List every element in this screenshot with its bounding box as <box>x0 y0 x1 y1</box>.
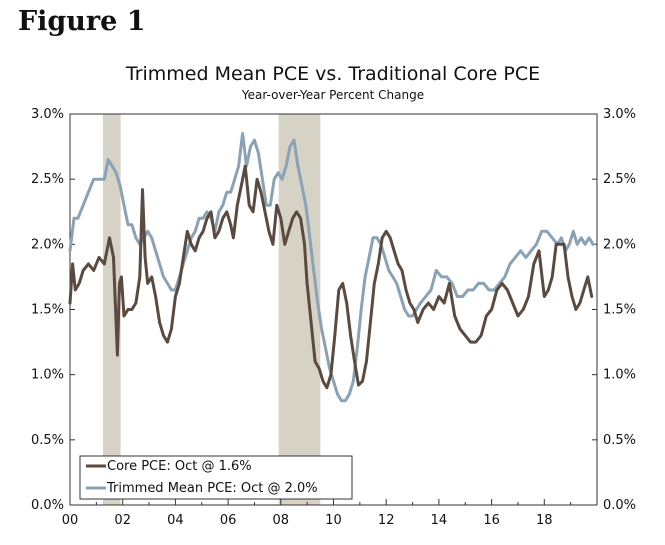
y-tick-label-right: 0.5% <box>603 433 636 448</box>
trimmed-mean-pce-line <box>68 132 595 403</box>
series-lines <box>68 132 595 403</box>
x-tick-label: 08 <box>273 513 290 528</box>
legend-label-core: Core PCE: Oct @ 1.6% <box>107 459 252 474</box>
chart-title: Trimmed Mean PCE vs. Traditional Core PC… <box>125 63 540 85</box>
x-tick-label: 12 <box>378 513 395 528</box>
x-tick-label: 14 <box>431 513 448 528</box>
y-tick-label-right: 3.0% <box>603 107 636 122</box>
plot-frame <box>69 113 598 506</box>
legend: Core PCE: Oct @ 1.6% Trimmed Mean PCE: O… <box>79 455 353 500</box>
figure-label: Figure 1 <box>18 6 146 37</box>
y-tick-label-right: 2.0% <box>603 237 636 252</box>
y-tick-label-right: 1.5% <box>603 303 636 318</box>
recession-band-0 <box>102 114 121 505</box>
y-tick-label-left: 2.0% <box>31 237 64 252</box>
y-tick-label-left: 1.0% <box>31 368 64 383</box>
y-tick-label-left: 2.5% <box>31 172 64 187</box>
y-tick-label-right: 0.0% <box>603 498 636 513</box>
x-tick-label: 00 <box>62 513 79 528</box>
legend-box <box>79 455 353 500</box>
core-pce-line <box>68 164 594 390</box>
x-tick-label: 02 <box>114 513 131 528</box>
axes: 0.0% 0.0% 0.5% 0.5% 1.0% 1.0% 1.5% 1.5% 2.0% 2.0%… <box>31 107 636 528</box>
y-tick-label-left: 0.5% <box>31 433 64 448</box>
x-tick-label: 16 <box>483 513 500 528</box>
chart-subtitle: Year-over-Year Percent Change <box>241 88 424 102</box>
y-tick-label-left: 0.0% <box>31 498 64 513</box>
y-tick-label-left: 3.0% <box>31 107 64 122</box>
y-tick-label-left: 1.5% <box>31 303 64 318</box>
x-tick-label: 04 <box>167 513 184 528</box>
x-tick-label: 10 <box>325 513 342 528</box>
x-tick-label: 06 <box>220 513 237 528</box>
legend-label-trimmed: Trimmed Mean PCE: Oct @ 2.0% <box>106 481 318 496</box>
y-tick-label-right: 2.5% <box>603 172 636 187</box>
x-tick-label: 18 <box>536 513 553 528</box>
recession-bands <box>102 114 321 505</box>
y-tick-label-right: 1.0% <box>603 368 636 383</box>
